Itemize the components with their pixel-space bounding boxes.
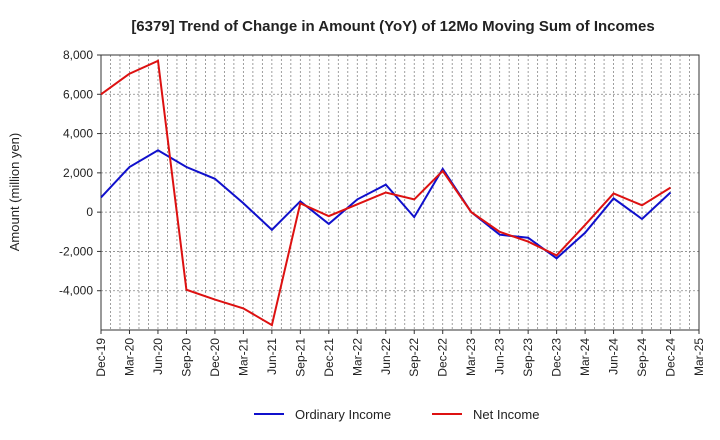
x-tick-label: Mar-21	[236, 338, 250, 376]
x-tick-label: Dec-23	[550, 338, 564, 377]
legend: Ordinary Income Net Income	[254, 407, 539, 422]
x-tick-label: Jun-21	[265, 338, 279, 375]
y-axis-label: Amount (million yen)	[7, 133, 22, 252]
net-income-legend-label: Net Income	[473, 407, 539, 422]
ordinary-income-line	[100, 149, 672, 260]
x-tick-label: Dec-19	[94, 338, 108, 377]
x-tick-label: Dec-20	[208, 338, 222, 377]
x-tick-label: Dec-22	[436, 338, 450, 377]
y-tick-label: 2,000	[63, 166, 93, 180]
chart-title: [6379] Trend of Change in Amount (YoY) o…	[131, 18, 654, 35]
x-tick-label: Mar-20	[122, 338, 136, 376]
x-tick-label: Dec-24	[664, 338, 678, 377]
x-tick-label: Sep-23	[521, 338, 535, 377]
x-tick-label: Sep-22	[407, 338, 421, 377]
y-tick-label: 0	[86, 205, 93, 219]
x-tick-label: Mar-24	[578, 338, 592, 376]
x-tick-label: Jun-24	[607, 338, 621, 375]
x-tick-label: Mar-22	[350, 338, 364, 376]
net-income-line	[100, 59, 672, 327]
y-tick-label: -2,000	[59, 244, 93, 258]
y-tick-label: 4,000	[63, 127, 93, 141]
plot-area	[100, 54, 700, 331]
grid	[101, 55, 699, 330]
x-tick-label: Sep-20	[179, 338, 193, 377]
x-tick-label: Mar-25	[692, 338, 706, 376]
x-tick-label: Sep-24	[635, 338, 649, 377]
y-tick-label: 8,000	[63, 48, 93, 62]
x-tick-label: Jun-22	[379, 338, 393, 375]
ordinary-income-legend-label: Ordinary Income	[295, 407, 391, 422]
series-lines	[100, 59, 672, 327]
x-tick-label: Sep-21	[293, 338, 307, 377]
x-tick-label: Jun-23	[493, 338, 507, 375]
x-tick-label: Dec-21	[322, 338, 336, 377]
x-tick-label: Mar-23	[464, 338, 478, 376]
y-axis: 8,000 6,000 4,000 2,000 0 -2,000 -4,000	[59, 48, 101, 298]
x-axis: Dec-19 Mar-20 Jun-20 Sep-20 Dec-20 Mar-21 Jun-…	[94, 330, 706, 377]
x-tick-label: Jun-20	[151, 338, 165, 375]
y-tick-label: -4,000	[59, 284, 93, 298]
y-tick-label: 6,000	[63, 87, 93, 101]
